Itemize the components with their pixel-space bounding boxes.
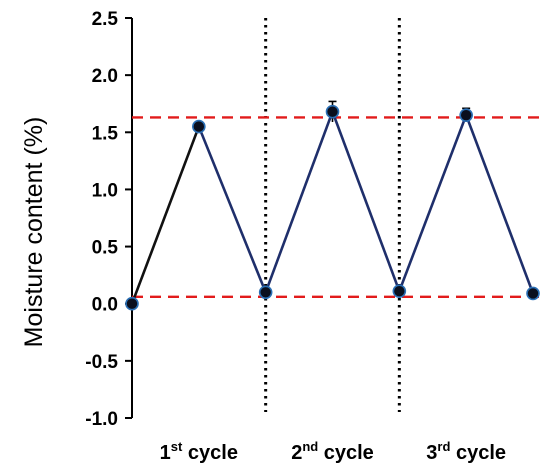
series-line-segment xyxy=(331,111,401,292)
data-point xyxy=(192,119,206,134)
series-line-segment xyxy=(464,114,535,294)
category-label: 2nd cycle xyxy=(291,439,374,464)
y-tick-label: 2.5 xyxy=(92,9,119,30)
plot-area: 2.5 2.0 1.5 1.0 0.5 0.0 -0.5 -1.0 1st cycle 2nd c… xyxy=(85,9,541,464)
data-point xyxy=(392,284,407,298)
y-tick-label: 1.0 xyxy=(92,180,118,201)
data-point xyxy=(125,296,139,311)
category-label: 3rd cycle xyxy=(426,439,506,464)
y-axis-label: Moisture content (%) xyxy=(20,117,48,348)
y-tick-label: 0.0 xyxy=(92,295,118,316)
data-point xyxy=(459,108,473,122)
data-point xyxy=(325,104,340,119)
category-label: 1st cycle xyxy=(160,439,238,464)
data-point xyxy=(526,286,540,301)
y-tick-label: 2.0 xyxy=(92,66,118,87)
y-tick-label: -1.0 xyxy=(85,409,118,430)
y-tick-label: 0.5 xyxy=(92,238,119,259)
series-line-segment xyxy=(197,126,267,293)
y-tick-label: 1.5 xyxy=(92,123,119,144)
series-line-segment xyxy=(398,114,468,292)
series-line-segment xyxy=(264,111,334,293)
series-line-segment xyxy=(130,126,201,305)
data-point xyxy=(258,285,273,300)
y-tick-label: -0.5 xyxy=(85,352,118,373)
